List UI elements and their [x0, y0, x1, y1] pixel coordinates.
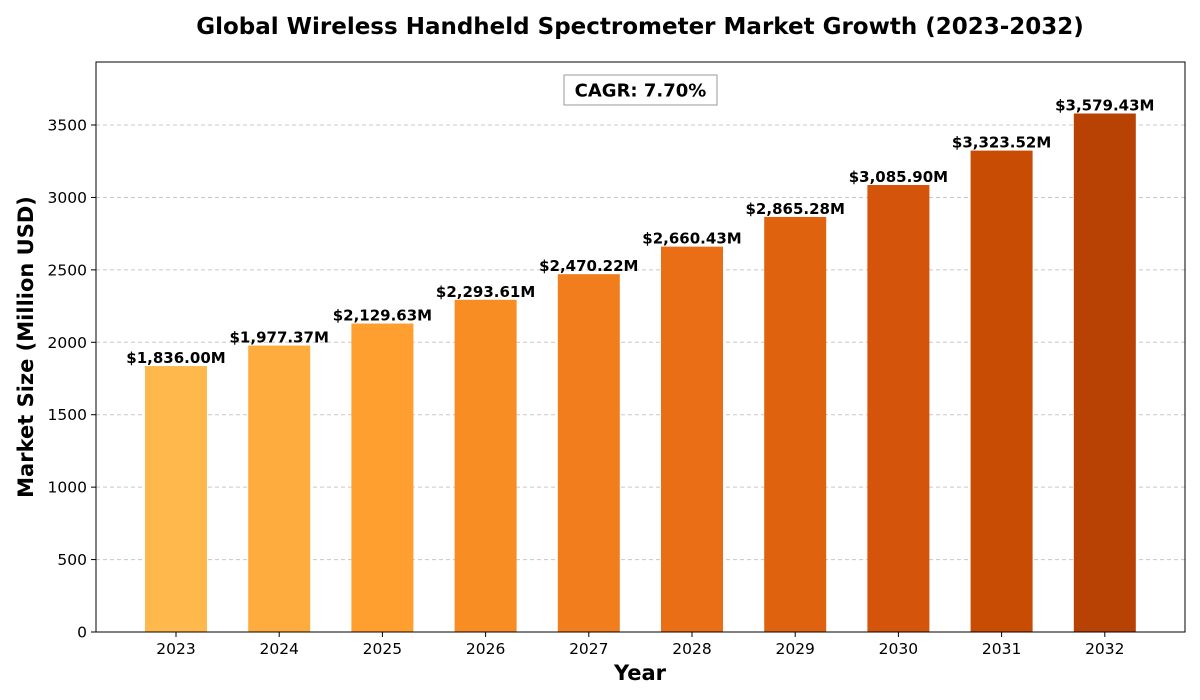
x-axis-ticks: 2023 2024 2025 2026 2027 2028 2029 2030 2031 2032	[156, 632, 1125, 658]
x-tick-label-2031: 2031	[982, 640, 1021, 658]
data-label-2029: $2,865.28M	[746, 200, 845, 218]
cagr-annotation-box	[563, 74, 718, 106]
bar-2031	[970, 150, 1033, 632]
y-tick-label: 0	[77, 624, 87, 642]
bar-2024	[248, 345, 311, 632]
x-tick-label-2024: 2024	[259, 640, 298, 658]
data-labels: $1,836.00M $1,977.37M$2,129.63M$2,293.61M…	[126, 97, 1154, 368]
data-label-2028: $2,660.43M	[642, 230, 741, 248]
bar-2029	[764, 216, 827, 632]
bars	[145, 113, 1136, 633]
x-axis-label: Year	[613, 661, 667, 685]
bar-2026	[454, 299, 517, 632]
y-tick-label: 2000	[48, 334, 87, 352]
data-label-2030: $3,085.90M	[849, 168, 948, 186]
x-tick-label-2030: 2030	[879, 640, 918, 658]
x-tick-label-2023: 2023	[156, 640, 195, 658]
bar-2028	[661, 246, 723, 632]
x-tick-label-2028: 2028	[672, 640, 711, 658]
bar-2032	[1073, 113, 1136, 633]
y-tick-label: 1000	[48, 479, 87, 497]
data-label-2031: $3,323.52M	[952, 134, 1051, 152]
data-label-2024: $1,977.37M	[230, 329, 329, 347]
data-label-2027: $2,470.22M	[539, 257, 638, 275]
data-label-2032: $3,579.43M	[1055, 97, 1154, 115]
y-tick-label: 3500	[48, 117, 87, 135]
cagr-annotation: CAGR: 7.70%	[563, 74, 718, 106]
chart-title: Global Wireless Handheld Spectrometer Ma…	[196, 14, 1084, 40]
data-label-2023: $1,836.00M	[126, 349, 225, 367]
y-axis-ticks: 0 500 1000 1500 2000 2500 3000 3500	[48, 117, 96, 642]
x-tick-label-2027: 2027	[569, 640, 608, 658]
plot-frame	[95, 61, 1186, 633]
y-tick-label: 500	[57, 551, 87, 569]
x-tick-label-2032: 2032	[1085, 640, 1124, 658]
bar-2023	[145, 366, 207, 632]
cagr-annotation-text: CAGR: 7.70%	[575, 81, 707, 102]
bar-2027	[557, 274, 620, 632]
data-label-2025: $2,129.63M	[333, 307, 432, 325]
x-tick-label-2026: 2026	[466, 640, 505, 658]
x-tick-label-2025: 2025	[363, 640, 402, 658]
bar-2025	[351, 323, 414, 632]
y-axis-label: Market Size (Million USD)	[14, 196, 38, 498]
bar-2030	[867, 184, 930, 632]
y-tick-label: 1500	[48, 406, 87, 424]
data-label-2026: $2,293.61M	[436, 283, 535, 301]
y-tick-label: 3000	[48, 189, 87, 207]
y-tick-label: 2500	[48, 261, 87, 279]
x-tick-label-2029: 2029	[775, 640, 814, 658]
